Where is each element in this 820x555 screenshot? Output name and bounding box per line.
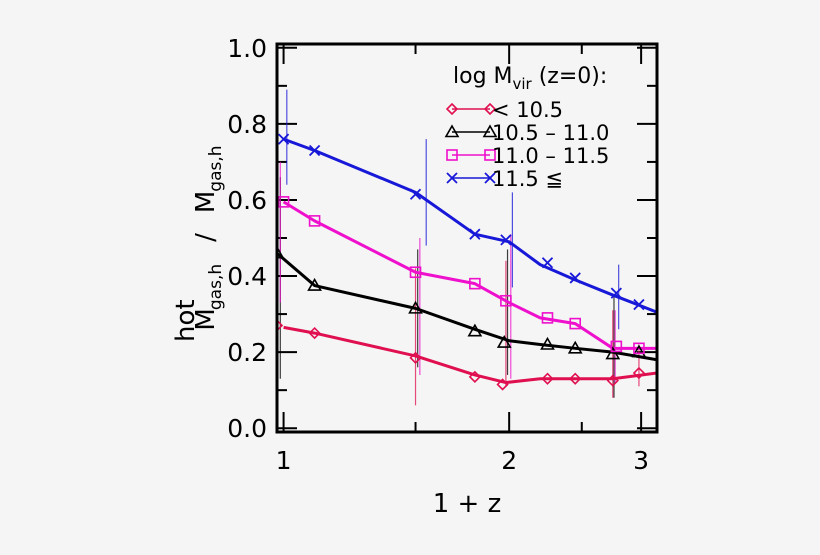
marker-series-3 (500, 234, 512, 246)
legend-marker-1 (444, 124, 460, 138)
marker-series-3 (569, 272, 581, 284)
y-tick-label: 0.8 (227, 110, 267, 139)
legend-marker-1 (482, 124, 498, 138)
x-tick-label: 2 (501, 446, 517, 475)
marker-series-2 (569, 317, 582, 330)
marker-series-0 (632, 366, 646, 380)
legend-label-1: 10.5 – 11.0 (492, 121, 609, 145)
series-line-3 (283, 137, 657, 314)
y-axis-title: Mgas,h / Mgas,h hot (171, 145, 226, 342)
marker-series-0 (277, 319, 284, 332)
marker-series-0 (308, 326, 321, 340)
marker-series-3 (610, 287, 622, 299)
marker-series-1 (467, 323, 483, 337)
marker-series-1 (307, 277, 322, 291)
series-line-1 (277, 252, 657, 362)
legend-label-3: 11.5 ≦ (492, 167, 563, 191)
marker-series-3 (541, 257, 554, 269)
y-tick-label: 0.0 (227, 414, 267, 443)
y-axis-title-main: M (191, 308, 221, 330)
svg-text:Mgas,h/Mgas,h: Mgas,h / Mgas,h (191, 145, 226, 330)
y-axis-title-den-main: M (191, 191, 221, 213)
legend: log Mvir (z=0): < 10.510.5 – 11.011.0 – … (444, 64, 609, 191)
marker-series-2 (308, 215, 321, 227)
marker-series-0 (541, 372, 554, 385)
y-axis-title-sup: hot (171, 299, 201, 342)
marker-series-3 (633, 298, 645, 311)
marker-series-2 (541, 312, 554, 324)
marker-series-0 (569, 372, 582, 385)
marker-series-3 (277, 133, 290, 145)
legend-title: log Mvir (z=0): (453, 64, 607, 93)
y-tick-label: 1.0 (227, 34, 267, 63)
series-line-2 (282, 200, 657, 350)
x-tick-label: 1 (276, 446, 292, 475)
legend-title-after: (z=0): (532, 64, 608, 89)
legend-marker-2 (446, 149, 458, 161)
series-markers (277, 133, 647, 391)
legend-label-0: < 10.5 (492, 98, 563, 122)
legend-title-sub: vir (513, 75, 533, 93)
y-tick-label: 0.6 (227, 186, 267, 215)
marker-series-0 (606, 374, 619, 387)
marker-series-0 (468, 370, 482, 383)
x-axis-title: 1 + z (433, 489, 502, 519)
marker-series-0 (409, 351, 422, 364)
series-lines (277, 137, 657, 385)
marker-series-0 (496, 378, 509, 391)
marker-series-1 (496, 334, 512, 348)
marker-series-2 (469, 277, 481, 290)
marker-series-3 (308, 144, 321, 157)
y-axis-title-sub: gas,h (206, 264, 226, 310)
y-tick-label: 0.4 (227, 262, 267, 291)
y-axis-title-slash: / (191, 233, 221, 242)
legend-marker-0 (483, 102, 497, 116)
marker-series-2 (277, 196, 290, 208)
legend-marker-2 (484, 149, 496, 161)
marker-series-1 (540, 336, 555, 350)
legend-entries: < 10.510.5 – 11.011.0 – 11.511.5 ≦ (444, 98, 609, 191)
tick-labels: 0.0 0.2 0.4 0.6 0.8 1.0 1 2 3 (227, 34, 649, 475)
marker-series-1 (631, 344, 647, 358)
marker-series-2 (409, 266, 422, 279)
legend-marker-0 (445, 102, 459, 116)
marker-series-2 (633, 342, 645, 355)
legend-label-2: 11.0 – 11.5 (492, 144, 609, 168)
marker-series-2 (610, 340, 623, 353)
y-tick-label: 0.2 (227, 338, 267, 367)
plot-area (277, 89, 657, 406)
plot-frame (275, 42, 659, 434)
legend-title-main: log M (453, 64, 513, 89)
marker-series-1 (567, 340, 583, 354)
x-tick-label: 3 (633, 446, 649, 475)
marker-series-1 (605, 346, 621, 360)
marker-series-1 (408, 300, 423, 314)
marker-series-3 (469, 228, 481, 240)
legend-marker-3 (484, 172, 496, 184)
marker-series-1 (277, 245, 285, 259)
legend-marker-3 (446, 172, 458, 184)
y-axis-title-den-sub: gas,h (206, 145, 226, 191)
marker-series-2 (500, 294, 512, 307)
marker-series-3 (409, 188, 422, 200)
